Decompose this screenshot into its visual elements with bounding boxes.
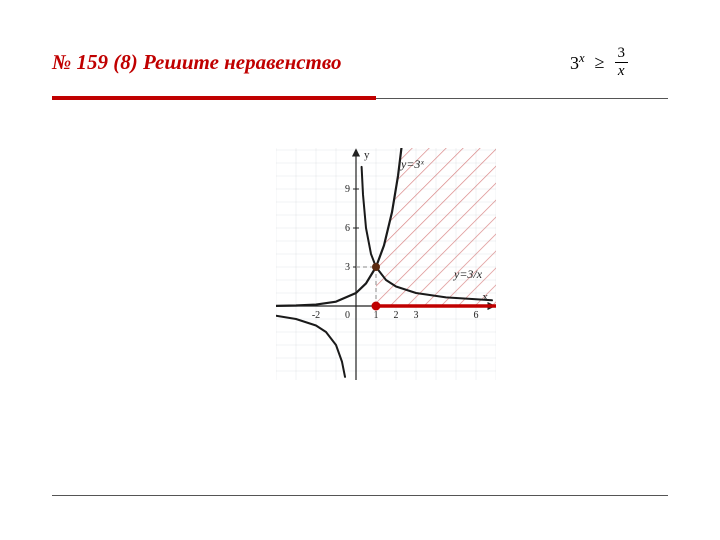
svg-text:y: y [364,149,370,161]
formula-op: ≥ [595,52,605,73]
svg-text:3: 3 [345,262,350,273]
svg-text:9: 9 [345,184,350,195]
svg-text:x: x [483,291,489,303]
svg-text:6: 6 [345,223,350,234]
problem-title: № 159 (8) Решите неравенство [52,50,342,75]
svg-text:y=3/x: y=3/x [453,267,483,281]
rhs-num: 3 [615,46,629,63]
inequality-formula: 3x ≥ 3 x [570,46,628,79]
header-rule-thin [376,98,668,99]
lhs-base: 3 [570,53,579,73]
footer-rule [52,495,668,496]
formula-rhs: 3 x [615,46,629,79]
formula-lhs: 3x [570,51,585,74]
svg-text:0: 0 [345,310,350,321]
svg-text:1: 1 [374,310,379,321]
svg-text:3: 3 [414,310,419,321]
header-rule [52,96,668,100]
rhs-den: x [615,63,628,79]
svg-text:-2: -2 [312,310,320,321]
svg-text:6: 6 [474,310,479,321]
lhs-exp: x [579,51,585,65]
graph: -2 1 2 3 6 3 6 9 0 y x y=3ˣ y=3/x [276,148,496,380]
header-rule-red [52,96,376,100]
svg-text:2: 2 [394,310,399,321]
svg-text:y=3ˣ: y=3ˣ [400,157,424,171]
slide-header: № 159 (8) Решите неравенство 3x ≥ 3 x [52,46,668,79]
graph-panel: -2 1 2 3 6 3 6 9 0 y x y=3ˣ y=3/x [276,148,496,380]
